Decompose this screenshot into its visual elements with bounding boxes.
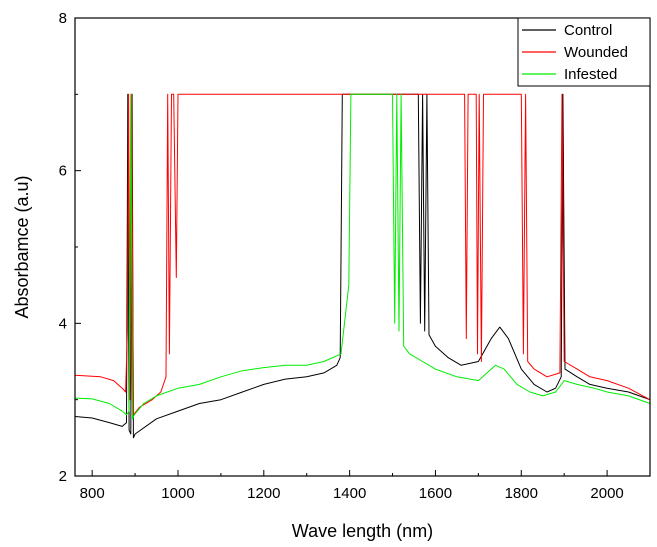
x-tick-label: 1200 [247, 485, 280, 502]
series-layer [74, 93, 651, 439]
legend: Control Wounded Infested [517, 17, 651, 87]
y-axis: 2 4 6 8 [59, 10, 81, 485]
x-tick-label: 1800 [505, 485, 538, 502]
legend-label-wounded: Wounded [564, 44, 628, 61]
x-tick-label: 1600 [419, 485, 452, 502]
x-tick-label: 800 [80, 485, 105, 502]
y-tick-label: 6 [59, 163, 67, 180]
legend-label-control: Control [564, 22, 612, 39]
x-axis: 800 1000 1200 1400 1600 1800 2000 [80, 470, 651, 502]
x-axis-label: Wave length (nm) [292, 521, 433, 541]
series-line-infested [74, 93, 651, 420]
y-tick-label: 4 [59, 315, 67, 332]
series-line-wounded [74, 93, 651, 416]
x-tick-label: 2000 [590, 485, 623, 502]
y-axis-label: Absorbamce (a.u) [12, 175, 32, 318]
legend-label-infested: Infested [564, 66, 617, 83]
y-tick-label: 2 [59, 468, 67, 485]
y-tick-label: 8 [59, 10, 67, 27]
x-tick-label: 1000 [161, 485, 194, 502]
x-tick-label: 1400 [333, 485, 366, 502]
